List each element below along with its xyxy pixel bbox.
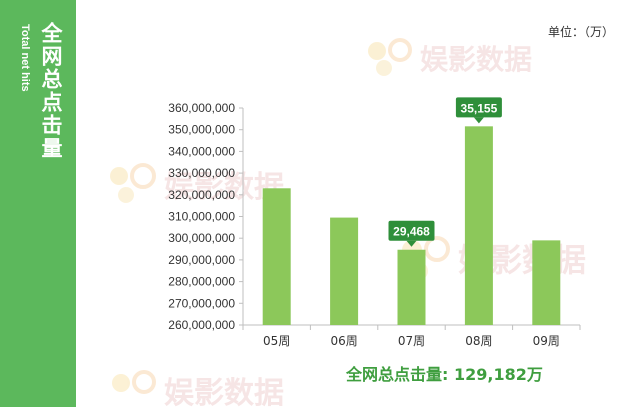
y-tick-label: 360,000,000	[168, 101, 235, 115]
y-tick-label: 280,000,000	[168, 275, 235, 289]
unit-label: 单位：（万）	[548, 25, 615, 39]
data-label-pointer	[406, 240, 417, 247]
bar	[397, 249, 426, 325]
x-tick-label: 05周	[263, 334, 290, 348]
y-tick-label: 320,000,000	[168, 188, 235, 202]
side-panel: 全网总点击量 Total net hits	[0, 0, 76, 407]
y-tick-label: 270,000,000	[168, 296, 235, 310]
y-tick-label: 350,000,000	[168, 123, 235, 137]
x-tick-label: 06周	[330, 334, 357, 348]
data-label-box	[455, 97, 502, 118]
x-tick-label: 09周	[533, 334, 560, 348]
y-tick-label: 310,000,000	[168, 210, 235, 224]
bar	[262, 188, 291, 325]
bar	[464, 126, 493, 325]
y-tick-label: 340,000,000	[168, 144, 235, 158]
bar	[532, 240, 561, 325]
y-tick-label: 300,000,000	[168, 231, 235, 245]
total-hits-label: 全网总点击量: 129,182万	[346, 365, 543, 384]
y-tick-label: 260,000,000	[168, 318, 235, 332]
data-label: 35,155	[461, 101, 498, 115]
side-title: 全网总点击量	[39, 22, 63, 160]
data-label-pointer	[473, 117, 484, 124]
data-label-box	[388, 220, 435, 241]
data-label: 29,468	[393, 225, 430, 239]
y-tick-label: 290,000,000	[168, 253, 235, 267]
side-subtitle: Total net hits	[19, 24, 31, 92]
x-tick-label: 07周	[398, 334, 425, 348]
y-tick-label: 330,000,000	[168, 166, 235, 180]
bar	[330, 217, 359, 325]
x-tick-label: 08周	[465, 334, 492, 348]
